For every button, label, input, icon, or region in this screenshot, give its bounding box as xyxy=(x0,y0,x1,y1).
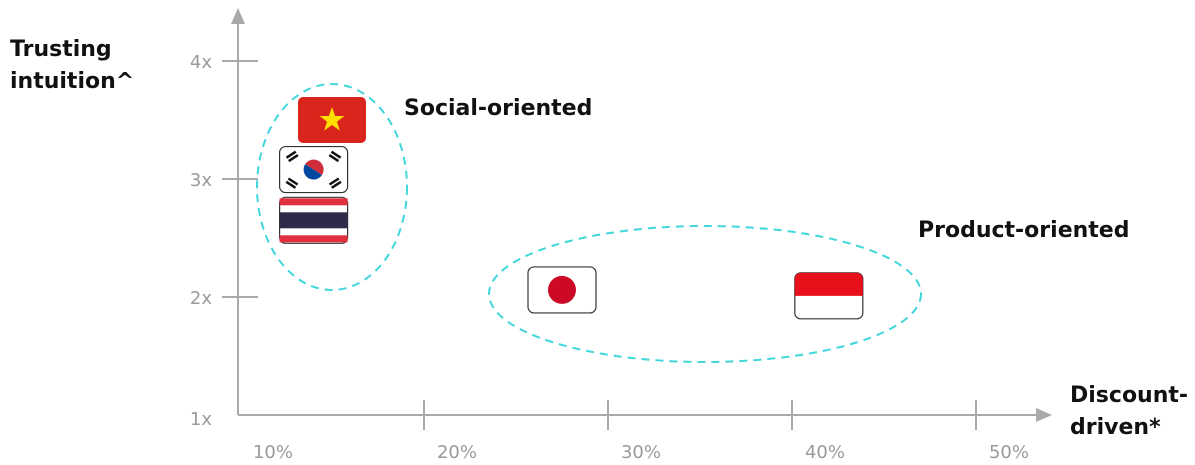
cluster-outline-product xyxy=(488,225,922,363)
y-tick-label: 1x xyxy=(190,409,212,430)
y-tick-label: 2x xyxy=(190,288,212,309)
vn-flag xyxy=(298,97,366,143)
data-point-japan xyxy=(527,266,597,314)
y-axis-label: Trusting intuition^ xyxy=(10,34,134,98)
cluster-label-product: Product-oriented xyxy=(918,218,1130,243)
data-point-vietnam xyxy=(298,97,366,143)
x-ticks: 10% 20% 30% 40% 50% xyxy=(253,400,1029,463)
cluster-outline-social xyxy=(256,83,408,291)
data-point-thailand xyxy=(279,196,349,244)
y-ticks: 1x 2x 3x 4x xyxy=(190,52,258,430)
y-axis-label-line-1: Trusting xyxy=(10,37,112,62)
th-flag xyxy=(279,196,349,244)
id-flag xyxy=(794,272,864,320)
y-tick-label: 3x xyxy=(190,170,212,191)
axes xyxy=(231,8,1052,422)
x-axis-label: Discount- driven* xyxy=(1070,380,1188,444)
data-point-indonesia xyxy=(794,272,864,320)
x-axis-arrow-icon xyxy=(1036,408,1052,422)
x-tick-label: 20% xyxy=(437,442,477,463)
x-tick-label: 50% xyxy=(989,442,1029,463)
cluster-label-social: Social-oriented xyxy=(404,96,593,121)
x-tick-label: 10% xyxy=(253,442,293,463)
x-tick-label: 30% xyxy=(621,442,661,463)
x-axis-label-line-1: Discount- xyxy=(1070,383,1189,408)
y-axis-arrow-icon xyxy=(231,8,245,24)
y-axis-label-line-2: intuition^ xyxy=(10,69,135,94)
kr-flag xyxy=(279,145,349,194)
data-point-south-korea xyxy=(279,145,349,194)
x-tick-label: 40% xyxy=(805,442,845,463)
x-axis-label-line-2: driven* xyxy=(1070,415,1161,440)
jp-flag xyxy=(527,266,597,314)
y-tick-label: 4x xyxy=(190,52,212,73)
